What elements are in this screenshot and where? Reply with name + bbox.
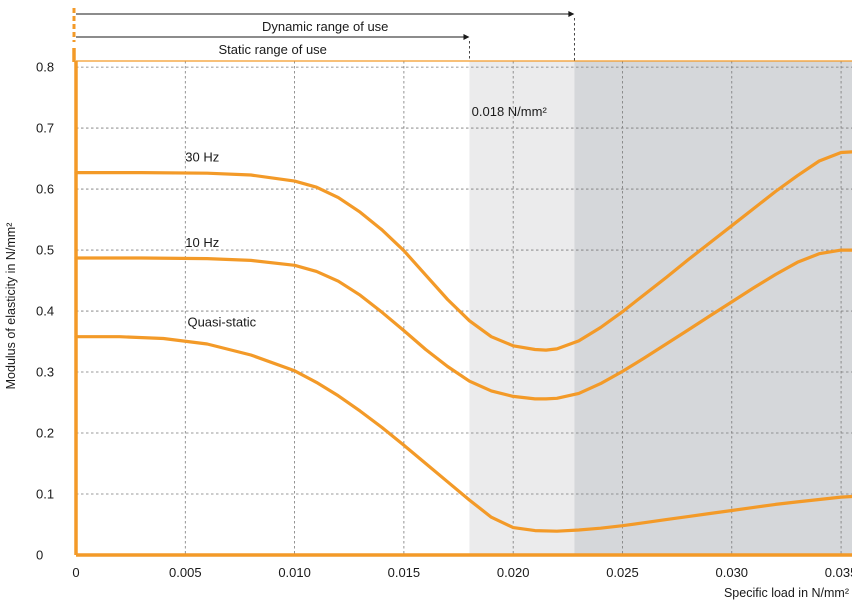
range-arrowhead-0 bbox=[568, 11, 575, 17]
y-tick-label: 0.1 bbox=[36, 487, 54, 502]
range-arrowhead-1 bbox=[463, 34, 470, 40]
y-axis-title: Modulus of elasticity in N/mm² bbox=[4, 223, 18, 390]
y-tick-label: 0.6 bbox=[36, 182, 54, 197]
x-tick-label: 0.020 bbox=[497, 565, 530, 580]
y-tick-label: 0.3 bbox=[36, 365, 54, 380]
range-label-0: Dynamic range of use bbox=[262, 19, 388, 34]
annotation-label: 0.018 N/mm² bbox=[472, 104, 548, 119]
series-line-0 bbox=[74, 150, 852, 352]
y-tick-label: 0.2 bbox=[36, 426, 54, 441]
series-line-1 bbox=[74, 248, 852, 401]
x-tick-label: 0.005 bbox=[169, 565, 202, 580]
x-tick-label: 0.035 bbox=[825, 565, 852, 580]
series-line-2 bbox=[74, 335, 852, 533]
y-tick-label: 0.7 bbox=[36, 121, 54, 136]
range-label-1: Static range of use bbox=[219, 42, 327, 57]
x-tick-label: 0.030 bbox=[716, 565, 749, 580]
series-label: Quasi-static bbox=[187, 314, 256, 329]
shaded-region-1 bbox=[574, 61, 852, 555]
x-tick-label: 0.025 bbox=[606, 565, 639, 580]
x-tick-label: 0.010 bbox=[278, 565, 311, 580]
shaded-region-0 bbox=[469, 61, 575, 555]
y-tick-label: 0.8 bbox=[36, 60, 54, 75]
x-tick-label: 0.015 bbox=[388, 565, 421, 580]
y-tick-label: 0 bbox=[36, 548, 43, 563]
x-tick-label: 0 bbox=[72, 565, 79, 580]
series-label: 30 Hz bbox=[185, 150, 219, 165]
y-tick-label: 0.5 bbox=[36, 243, 54, 258]
x-axis-title: Specific load in N/mm² bbox=[724, 586, 849, 600]
series-label: 10 Hz bbox=[185, 235, 219, 250]
y-tick-label: 0.4 bbox=[36, 304, 54, 319]
